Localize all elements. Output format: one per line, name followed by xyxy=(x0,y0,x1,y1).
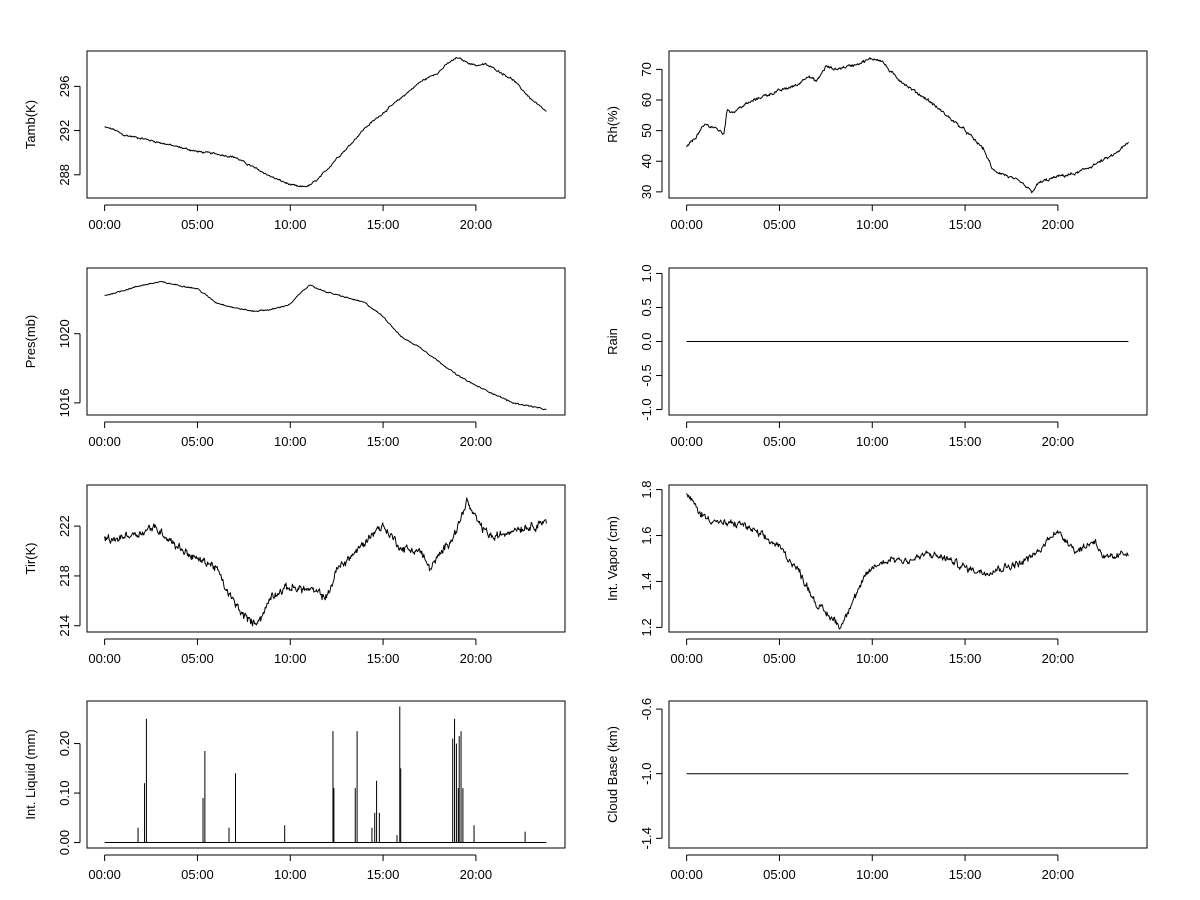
series-line xyxy=(104,280,547,411)
x-tick-label: 05:00 xyxy=(763,651,796,666)
x-tick-label: 00:00 xyxy=(670,867,703,882)
plot-frame xyxy=(668,267,1148,416)
x-tick-label: 20:00 xyxy=(1042,651,1075,666)
panel-3: 00:00 05:00 10:00 15:00 20:00 1016 1020 Pres(mb… xyxy=(23,267,566,449)
x-tick-label: 15:00 xyxy=(949,651,982,666)
y-tick-label: 218 xyxy=(57,565,72,587)
y-tick-label: 214 xyxy=(57,615,72,637)
panel-8: 00:00 05:00 10:00 15:00 20:00 -1.4 -1.0 -0.6 Clo… xyxy=(605,698,1148,882)
series-line xyxy=(686,57,1129,194)
y-axis-label: Rh(%) xyxy=(605,106,620,143)
x-tick-label: 10:00 xyxy=(856,867,889,882)
x-tick-label: 00:00 xyxy=(88,867,121,882)
y-tick-label: 0.10 xyxy=(57,780,72,805)
panel-7: 00:00 05:00 10:00 15:00 20:00 0.00 0.10 0.20 Int… xyxy=(23,700,566,882)
y-tick-label: 1.0 xyxy=(639,264,654,282)
y-axis-label: Rain xyxy=(605,328,620,355)
x-tick-label: 15:00 xyxy=(367,867,400,882)
x-tick-label: 15:00 xyxy=(949,867,982,882)
x-tick-label: 05:00 xyxy=(181,651,214,666)
y-tick-label: 70 xyxy=(639,62,654,76)
x-tick-label: 10:00 xyxy=(274,434,307,449)
x-tick-label: 20:00 xyxy=(460,434,493,449)
y-tick-label: 1.4 xyxy=(639,572,654,590)
x-tick-label: 20:00 xyxy=(460,867,493,882)
x-tick-label: 20:00 xyxy=(460,651,493,666)
y-tick-label: 30 xyxy=(639,185,654,199)
y-tick-label: 60 xyxy=(639,93,654,107)
y-tick-label: 1.2 xyxy=(639,618,654,636)
x-tick-label: 05:00 xyxy=(181,217,214,232)
plot-frame xyxy=(86,484,566,633)
x-tick-label: 05:00 xyxy=(181,867,214,882)
x-tick-label: 05:00 xyxy=(763,217,796,232)
series-line xyxy=(104,497,547,627)
y-tick-label: -1.0 xyxy=(639,398,654,420)
y-tick-label: 296 xyxy=(57,76,72,98)
y-tick-label: -0.5 xyxy=(639,364,654,386)
x-tick-label: 00:00 xyxy=(88,651,121,666)
x-tick-label: 15:00 xyxy=(949,434,982,449)
plot-frame xyxy=(86,700,566,849)
y-tick-label: 0.00 xyxy=(57,830,72,855)
x-tick-label: 10:00 xyxy=(856,217,889,232)
x-tick-label: 10:00 xyxy=(274,651,307,666)
x-tick-label: 20:00 xyxy=(1042,434,1075,449)
y-axis-label: Tir(K) xyxy=(23,542,38,574)
y-axis-label: Int. Liquid (mm) xyxy=(23,729,38,819)
plot-frame xyxy=(86,267,566,416)
x-tick-label: 15:00 xyxy=(367,434,400,449)
x-tick-label: 10:00 xyxy=(856,651,889,666)
x-tick-label: 20:00 xyxy=(1042,217,1075,232)
x-tick-label: 00:00 xyxy=(670,434,703,449)
series-line xyxy=(686,493,1129,630)
y-tick-label: -1.0 xyxy=(639,762,654,784)
plot-frame xyxy=(668,700,1148,849)
y-tick-label: -1.4 xyxy=(639,827,654,849)
y-tick-label: 1016 xyxy=(57,388,72,417)
x-tick-label: 00:00 xyxy=(670,651,703,666)
x-tick-label: 10:00 xyxy=(274,867,307,882)
y-axis-label: Pres(mb) xyxy=(23,315,38,368)
y-tick-label: 1.6 xyxy=(639,526,654,544)
panel-4: 00:00 05:00 10:00 15:00 20:00 -1.0 -0.5 0.0 0.5 1… xyxy=(605,264,1148,449)
panel-2: 00:00 05:00 10:00 15:00 20:00 30 40 50 60 70 Rh(%) xyxy=(605,50,1148,232)
y-axis-label: Int. Vapor (cm) xyxy=(605,516,620,601)
x-tick-label: 15:00 xyxy=(367,651,400,666)
x-tick-label: 10:00 xyxy=(856,434,889,449)
x-tick-label: 05:00 xyxy=(181,434,214,449)
y-tick-label: 288 xyxy=(57,164,72,186)
x-tick-label: 20:00 xyxy=(460,217,493,232)
x-tick-label: 05:00 xyxy=(763,434,796,449)
series-line xyxy=(104,56,547,188)
x-tick-label: 00:00 xyxy=(88,434,121,449)
y-tick-label: 1020 xyxy=(57,319,72,348)
x-tick-label: 10:00 xyxy=(274,217,307,232)
y-tick-label: -0.6 xyxy=(639,698,654,720)
y-axis-label: Cloud Base (km) xyxy=(605,726,620,823)
y-tick-label: 40 xyxy=(639,154,654,168)
x-tick-label: 00:00 xyxy=(670,217,703,232)
y-tick-label: 1.8 xyxy=(639,481,654,499)
x-tick-label: 05:00 xyxy=(763,867,796,882)
panel-5: 00:00 05:00 10:00 15:00 20:00 214 218 222 Tir(K) xyxy=(23,484,566,666)
plot-frame xyxy=(86,50,566,199)
x-tick-label: 15:00 xyxy=(949,217,982,232)
x-tick-label: 15:00 xyxy=(367,217,400,232)
y-tick-label: 0.20 xyxy=(57,731,72,756)
panel-1: 00:00 05:00 10:00 15:00 20:00 288 292 296 Tamb(K… xyxy=(23,50,566,232)
y-tick-label: 50 xyxy=(639,123,654,137)
x-tick-label: 20:00 xyxy=(1042,867,1075,882)
x-tick-label: 00:00 xyxy=(88,217,121,232)
y-tick-label: 0.5 xyxy=(639,298,654,316)
panel-6: 00:00 05:00 10:00 15:00 20:00 1.2 1.4 1.6 1.8 Int… xyxy=(605,481,1148,666)
y-axis-label: Tamb(K) xyxy=(23,100,38,149)
plot-frame xyxy=(668,484,1148,633)
y-tick-label: 222 xyxy=(57,515,72,537)
y-tick-label: 0.0 xyxy=(639,332,654,350)
plot-frame xyxy=(668,50,1148,199)
y-tick-label: 292 xyxy=(57,120,72,142)
